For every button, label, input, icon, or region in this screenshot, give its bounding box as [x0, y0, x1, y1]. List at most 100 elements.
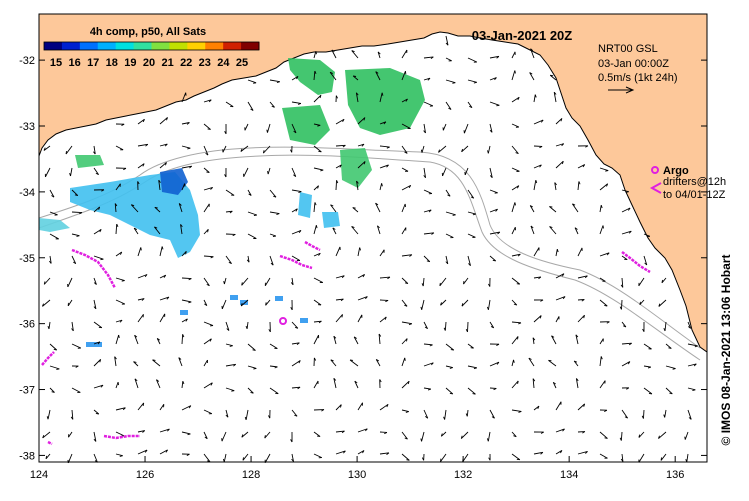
current-arrow-head [268, 171, 269, 174]
current-arrow-head [604, 305, 607, 306]
sst-patch [86, 342, 94, 347]
current-arrow-head [243, 457, 244, 460]
current-arrow-head [493, 260, 496, 261]
x-tick-label: 136 [666, 469, 684, 481]
current-arrow-head [662, 280, 663, 283]
colorbar-tick-label: 16 [68, 57, 80, 69]
current-arrow [336, 180, 337, 190]
current-arrow-head [605, 171, 608, 172]
model-time: 03-Jan 00:00Z [598, 58, 669, 70]
current-arrow-head [231, 391, 234, 392]
sst-patch [298, 192, 312, 218]
current-arrow-head [143, 403, 144, 406]
colorbar-swatch [134, 42, 152, 50]
current-arrow [182, 334, 183, 344]
colorbar-tick-label: 19 [124, 57, 136, 69]
arrow-scale-label: 0.5m/s (1kt 24h) [598, 72, 677, 84]
y-tick-label: -35 [19, 253, 35, 265]
current-arrow-head [515, 202, 516, 205]
colorbar-tick-label: 23 [199, 57, 211, 69]
drifters-date-label: to 04/01-12Z [663, 189, 726, 201]
x-tick-label: 126 [136, 469, 154, 481]
current-arrow-head [450, 393, 453, 394]
y-tick-label: -37 [19, 385, 35, 397]
colorbar-title: 4h comp, p50, All Sats [90, 26, 206, 38]
model-label: NRT00 GSL [598, 43, 658, 55]
current-arrow-head [668, 348, 671, 349]
current-arrow-head [453, 215, 456, 216]
map-title: 03-Jan-2021 20Z [472, 28, 573, 43]
current-arrow-head [46, 456, 47, 459]
x-tick-label: 124 [30, 469, 48, 481]
current-arrow-head [518, 336, 519, 339]
current-arrow-head [353, 76, 356, 77]
current-arrow-head [549, 207, 552, 208]
colorbar-swatch [241, 42, 259, 50]
colorbar-tick-label: 22 [180, 57, 192, 69]
colorbar-tick-label: 24 [217, 57, 230, 69]
current-arrow [621, 300, 622, 309]
sst-patch [300, 318, 308, 323]
colorbar-tick-label: 21 [161, 57, 173, 69]
current-arrow-head [515, 71, 516, 74]
current-arrow-head [56, 369, 59, 370]
colorbar-swatch [187, 42, 205, 50]
current-arrow-head [342, 314, 343, 317]
current-arrow-head [267, 130, 268, 133]
colorbar-swatches [44, 42, 260, 50]
current-arrow-head [153, 360, 156, 361]
credit-text: © IMOS 08-Jan-2021 13:06 Hobart [719, 255, 733, 446]
sst-patch [322, 212, 340, 228]
current-arrow-head [266, 302, 267, 305]
current-arrow-head [550, 75, 553, 76]
current-arrow [182, 278, 191, 279]
y-tick-label: -34 [19, 187, 35, 199]
current-arrow-head [96, 413, 99, 414]
colorbar-swatch [62, 42, 80, 50]
colorbar-swatch [205, 42, 223, 50]
current-arrow-head [406, 460, 409, 461]
current-arrow-head [253, 83, 256, 84]
colorbar-swatch [80, 42, 98, 50]
current-arrow-head [318, 151, 321, 152]
current-arrow [643, 410, 644, 419]
y-tick-label: -36 [19, 319, 35, 331]
current-arrow-head [122, 281, 125, 282]
current-arrow-head [605, 438, 608, 439]
current-arrow-head [206, 172, 209, 173]
current-arrow-head [421, 150, 422, 153]
current-arrow [621, 432, 622, 441]
colorbar-tick-label: 25 [236, 57, 248, 69]
current-arrow-head [265, 435, 266, 438]
y-tick-label: -33 [19, 121, 35, 133]
colorbar-swatch [116, 42, 134, 50]
current-arrow-head [253, 368, 256, 369]
current-arrow-head [242, 282, 243, 285]
x-tick-label: 130 [348, 469, 366, 481]
drifters-label: drifters@12h [663, 176, 726, 188]
x-tick-label: 134 [560, 469, 578, 481]
current-arrow-head [473, 394, 476, 395]
colorbar-tick-label: 15 [50, 57, 62, 69]
current-arrow-head [100, 259, 103, 260]
colorbar-swatch [44, 42, 62, 50]
y-tick-label: -32 [19, 55, 35, 67]
sst-patch [180, 310, 188, 315]
y-tick-label: -38 [19, 450, 35, 462]
x-tick-label: 132 [454, 469, 472, 481]
current-arrow-head [452, 83, 455, 84]
imos-credit: © IMOS 08-Jan-2021 13:06 Hobart [711, 230, 741, 470]
current-arrow-head [517, 284, 520, 285]
current-arrow [72, 212, 82, 213]
colorbar-tick-label: 17 [87, 57, 99, 69]
current-arrow-head [253, 350, 256, 351]
colorbar-swatch [98, 42, 116, 50]
colorbar-swatch [169, 42, 187, 50]
colorbar-tick-label: 20 [143, 57, 155, 69]
current-arrow-head [353, 208, 356, 209]
current-arrow-head [405, 358, 406, 361]
current-arrow-head [208, 129, 211, 130]
